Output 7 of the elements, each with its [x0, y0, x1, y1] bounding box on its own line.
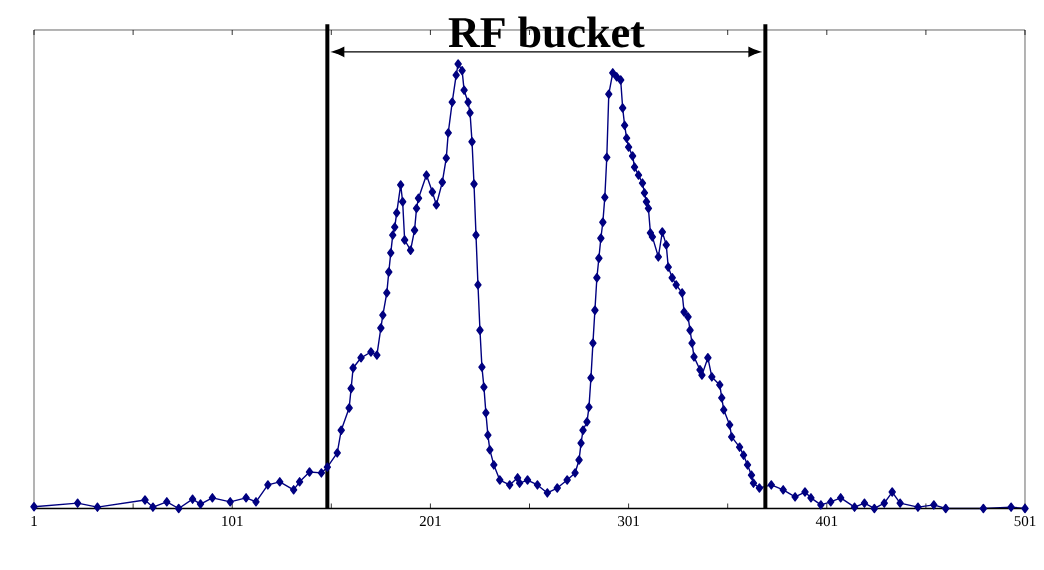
- x-tick-label: 401: [815, 516, 838, 527]
- text: RF bucket: [448, 16, 645, 48]
- x-tick-label: 1: [31, 516, 37, 526]
- x-tick-label: 501: [1014, 516, 1036, 527]
- x-tick-label: 301: [618, 516, 639, 527]
- x-tick-label: 101: [222, 516, 243, 527]
- x-tick-label: 201: [419, 516, 441, 527]
